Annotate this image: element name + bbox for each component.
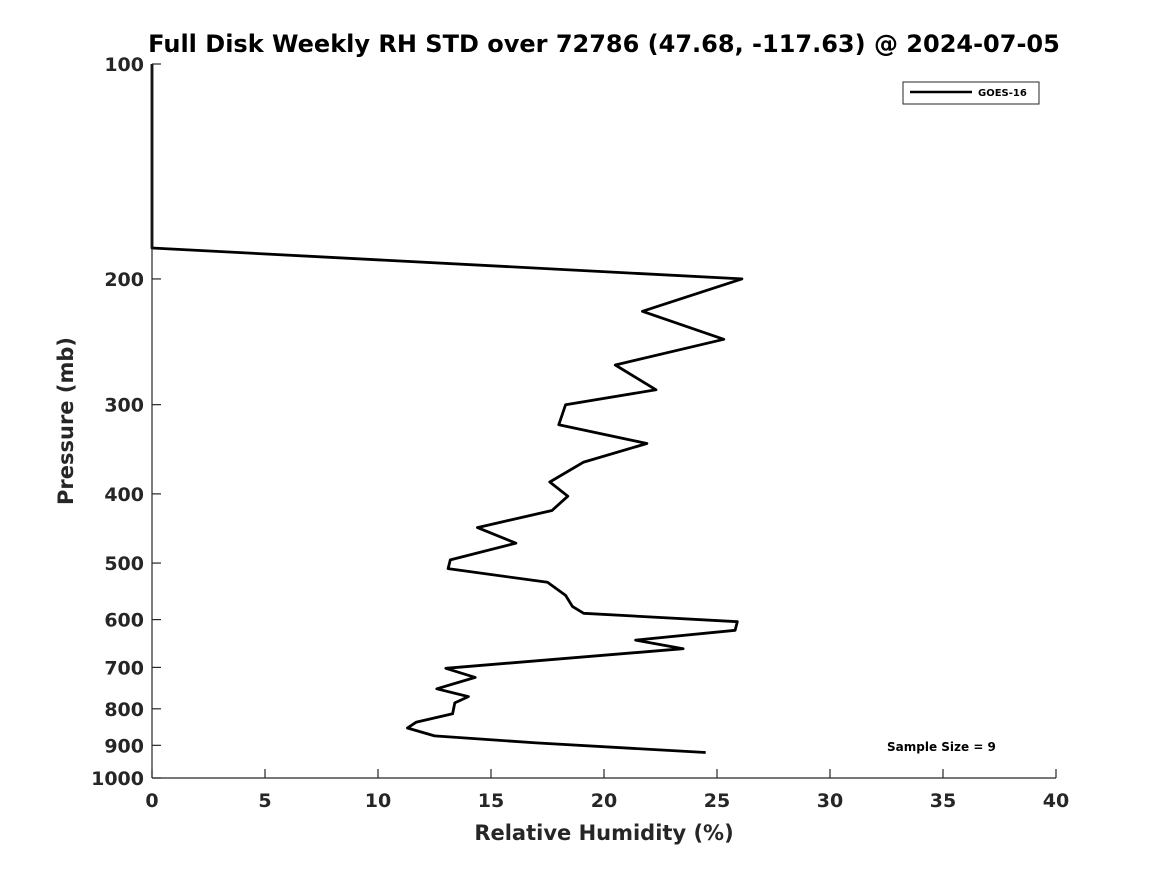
y-axis-label: Pressure (mb) [54,337,78,505]
chart-title: Full Disk Weekly RH STD over 72786 (47.6… [148,30,1060,58]
y-tick-label: 600 [104,610,144,632]
x-tick-label: 20 [591,790,617,812]
x-tick-label: 15 [478,790,504,812]
axes [151,64,1056,779]
legend-series-label: GOES-16 [978,88,1027,99]
x-tick-label: 5 [258,790,271,812]
y-tick-label: 700 [104,657,144,679]
x-axis-label: Relative Humidity (%) [474,821,733,845]
y-tick-label: 800 [104,699,144,721]
y-tick-label: 900 [104,735,144,757]
y-tick-label: 300 [104,395,144,417]
x-tick-label: 40 [1043,790,1069,812]
y-tick-label: 500 [104,553,144,575]
y-tick-label: 400 [104,484,144,506]
x-tick-label: 30 [817,790,843,812]
y-tick-label: 200 [104,269,144,291]
x-tick-label: 0 [145,790,158,812]
plot-area [150,64,744,754]
series-line-0 [150,64,744,754]
x-tick-label: 10 [365,790,391,812]
legend: GOES-16 [902,81,1040,105]
x-tick-label: 25 [704,790,730,812]
sample-size-annotation: Sample Size = 9 [887,740,996,754]
y-tick-label: 100 [104,54,144,76]
y-tick-label: 1000 [91,768,144,790]
x-tick-label: 35 [930,790,956,812]
y-ticks: 100 200 300 400 500 600 700 800 900 1000 [91,54,161,790]
x-ticks: 0 5 10 15 20 25 30 35 40 [145,769,1069,812]
